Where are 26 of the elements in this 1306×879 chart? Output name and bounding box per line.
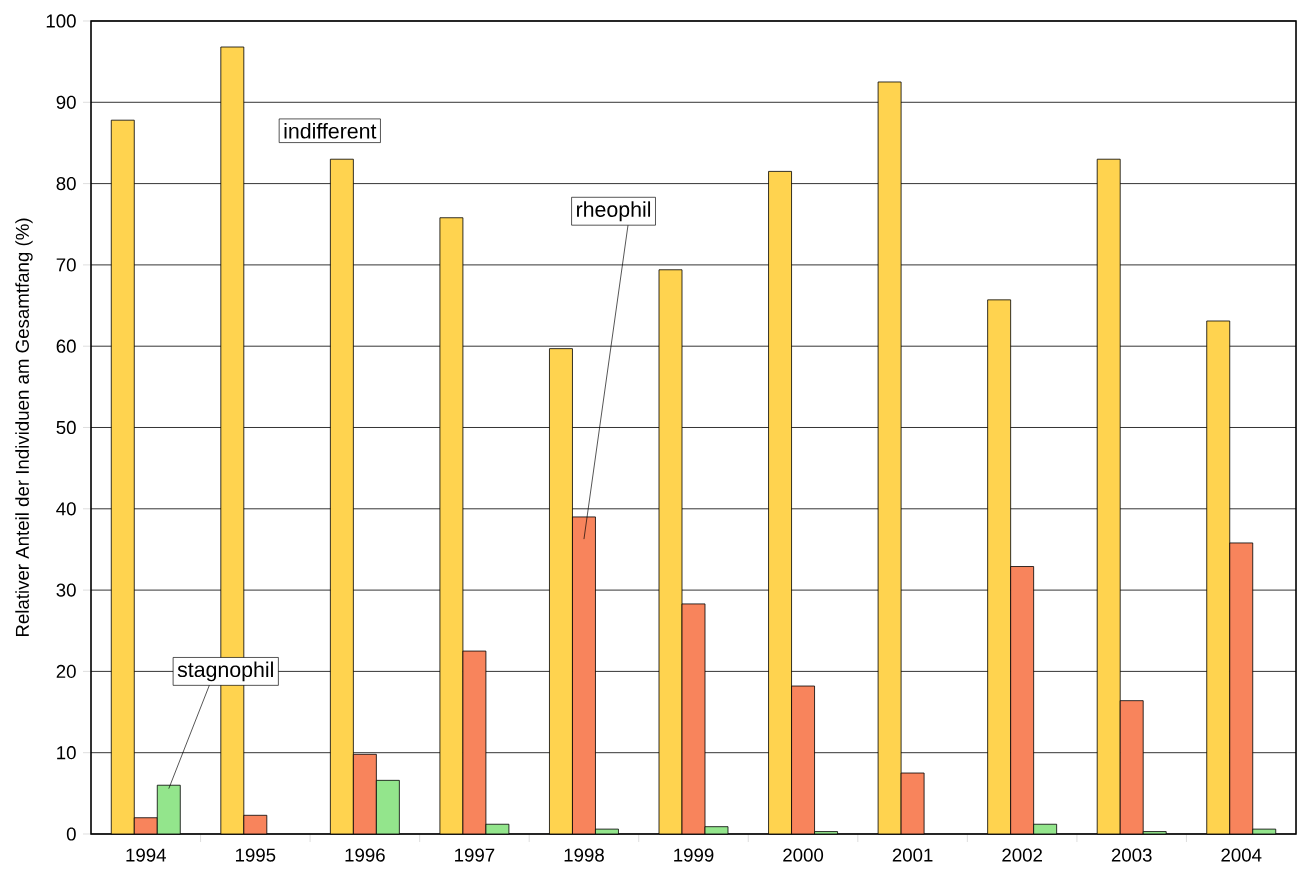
x-tick-label: 2001: [892, 848, 933, 862]
y-tick-label: 60: [56, 339, 76, 353]
x-tick-label: 1996: [345, 848, 385, 862]
y-tick-label: 100: [46, 14, 76, 28]
x-tick-label: 1999: [674, 848, 714, 862]
x-tick-label: 2000: [783, 848, 824, 862]
y-tick-label: 10: [57, 746, 76, 760]
x-tick-label: 1998: [564, 848, 604, 862]
y-tick-label: 50: [56, 420, 76, 435]
y-tick-label: 20: [56, 664, 76, 679]
series-label: indifferent: [284, 122, 377, 139]
x-tick-label: 2002: [1002, 848, 1042, 862]
y-tick-label: 0: [66, 827, 76, 841]
x-tick-label: 2003: [1111, 848, 1152, 862]
y-tick-label: 30: [56, 583, 76, 597]
y-tick-label: 70: [56, 258, 76, 272]
y-tick-label: 40: [56, 502, 76, 516]
x-tick-label: 1997: [455, 848, 495, 862]
text: stagnophil: [177, 661, 273, 682]
x-tick-label: 2004: [1221, 848, 1262, 862]
y-tick-label: 80: [56, 176, 76, 191]
x-tick-label: 1995: [235, 848, 276, 862]
text: rheophil: [577, 201, 651, 222]
y-tick-label: 90: [56, 95, 76, 109]
y-axis-title: Relativer Anteil der Individuen am Gesamtfang (%): [15, 218, 33, 637]
x-tick-label: 1994: [126, 848, 166, 862]
